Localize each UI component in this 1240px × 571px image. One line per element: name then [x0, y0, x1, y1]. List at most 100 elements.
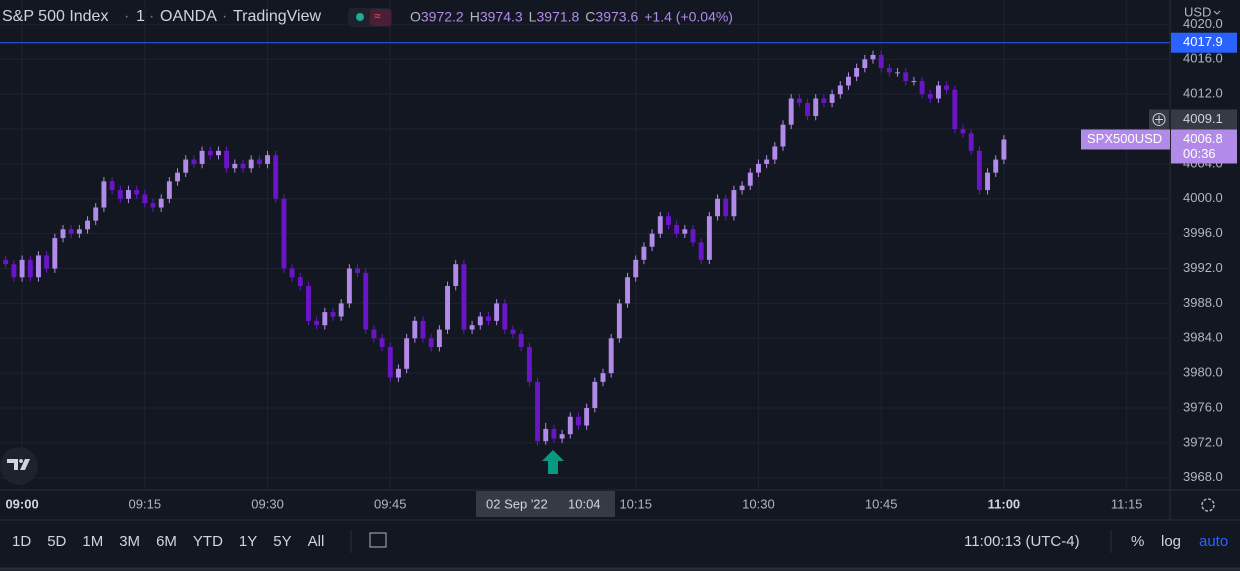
candle-body	[682, 229, 688, 234]
candle-body	[886, 68, 892, 73]
clock[interactable]: 11:00:13 (UTC-4)	[964, 533, 1080, 550]
candle-body	[715, 198, 720, 217]
add-alert-icon	[1155, 115, 1163, 124]
candle-body	[150, 203, 156, 208]
candle-body	[813, 98, 819, 116]
legend-key: L	[529, 9, 537, 25]
candle-body	[371, 329, 377, 339]
market-status	[356, 13, 364, 21]
candle-body	[944, 85, 950, 90]
ohlc-legend: O 3972.2 H 3974.3 L 3971.8 C 3973.6 +1.4 (+0.04%…	[410, 9, 733, 25]
candle-body	[232, 163, 238, 169]
candle-body	[535, 381, 540, 442]
y-tick-label: 4000.0	[1183, 190, 1223, 205]
candle-body	[404, 338, 410, 369]
crosshair-time-bg	[476, 491, 615, 517]
candle-body	[11, 264, 17, 278]
candle-body	[117, 190, 123, 199]
auto-toggle[interactable]: auto	[1199, 533, 1228, 550]
candle-body	[821, 98, 827, 103]
candle-body	[510, 329, 516, 334]
y-tick-label: 3996.0	[1183, 225, 1223, 240]
range-button[interactable]: 1Y	[239, 533, 257, 550]
log-toggle[interactable]: log	[1161, 533, 1181, 550]
legend-value: 3974.3	[480, 9, 523, 25]
candle-body	[788, 98, 794, 125]
candle-body	[486, 316, 491, 321]
currency[interactable]: USD	[1184, 4, 1211, 19]
range-button[interactable]: 1D	[12, 533, 31, 550]
candle-body	[608, 338, 614, 374]
add-alert-icon	[1152, 112, 1166, 126]
candle-body	[690, 229, 696, 243]
candle-body	[338, 303, 344, 317]
candle-body	[44, 255, 50, 269]
price-line-label: 4017.9	[1183, 34, 1223, 49]
candle-body	[829, 94, 835, 103]
candle-body	[805, 102, 810, 116]
range-button[interactable]: 5D	[47, 533, 66, 550]
candle-body	[764, 159, 770, 164]
candle-body	[379, 338, 385, 348]
candle-body	[780, 124, 786, 147]
candle-body	[158, 198, 164, 208]
date-range-icon[interactable]	[369, 532, 387, 548]
candle-body	[355, 268, 360, 273]
candle-body	[952, 89, 958, 130]
candle-body	[747, 172, 753, 186]
candle-body	[968, 133, 974, 151]
candle-body	[731, 190, 737, 217]
candle-body	[240, 163, 246, 169]
y-tick-label: 3968.0	[1183, 469, 1223, 484]
range-button[interactable]: YTD	[193, 533, 223, 550]
candle-body	[27, 259, 33, 278]
range-button[interactable]: 6M	[156, 533, 177, 550]
settings-icon[interactable]	[1201, 498, 1215, 512]
x-tick-label: 10:15	[619, 496, 652, 511]
legend-change: +1.4 (+0.04%)	[644, 9, 733, 25]
candle-body	[36, 255, 41, 278]
candle-body	[453, 264, 459, 286]
candle-body	[723, 198, 729, 217]
legend-value: 3973.6	[595, 9, 638, 25]
candle-body	[600, 373, 606, 382]
candle-body	[469, 325, 475, 330]
percent-toggle[interactable]: %	[1131, 533, 1144, 550]
candle-body	[666, 216, 671, 225]
candle-body	[494, 303, 500, 321]
last-price-tag	[1171, 129, 1237, 164]
candle-body	[846, 76, 851, 86]
candle-body	[625, 277, 630, 304]
candle-body	[93, 207, 99, 221]
logo-bg	[0, 447, 38, 485]
candle-body	[837, 85, 843, 95]
candle-body	[756, 163, 761, 173]
range-button[interactable]: All	[308, 533, 325, 550]
axes: 3968.0 3972.0 3976.0 3980.0 3984.0 3988.0 3992…	[5, 16, 1237, 511]
candle-body	[674, 224, 680, 234]
x-tick-label: 09:30	[251, 496, 284, 511]
candle-body	[633, 259, 639, 278]
crosshair-time: 10:04	[568, 496, 601, 511]
data-status-icon: ≈	[374, 9, 381, 23]
data-status	[370, 9, 391, 26]
candle-body	[936, 85, 941, 99]
candle-body	[387, 347, 393, 378]
x-tick-label: 11:00	[988, 496, 1021, 511]
logo	[7, 459, 30, 470]
candle-body	[224, 150, 230, 169]
candle-body	[396, 368, 401, 378]
symbol-label: SPX500USD	[1087, 131, 1162, 146]
range-button[interactable]: 5Y	[273, 533, 291, 550]
candle-body	[993, 159, 999, 173]
candle-body	[543, 428, 549, 442]
last-price: 4006.8	[1183, 131, 1223, 146]
range-button[interactable]: 1M	[82, 533, 103, 550]
range-button[interactable]: 3M	[119, 533, 140, 550]
y-tick-label: 4020.0	[1183, 16, 1223, 31]
candle-body	[3, 259, 9, 265]
separator: ·	[149, 8, 154, 25]
candle-body	[166, 181, 172, 199]
candle-body	[657, 216, 663, 234]
